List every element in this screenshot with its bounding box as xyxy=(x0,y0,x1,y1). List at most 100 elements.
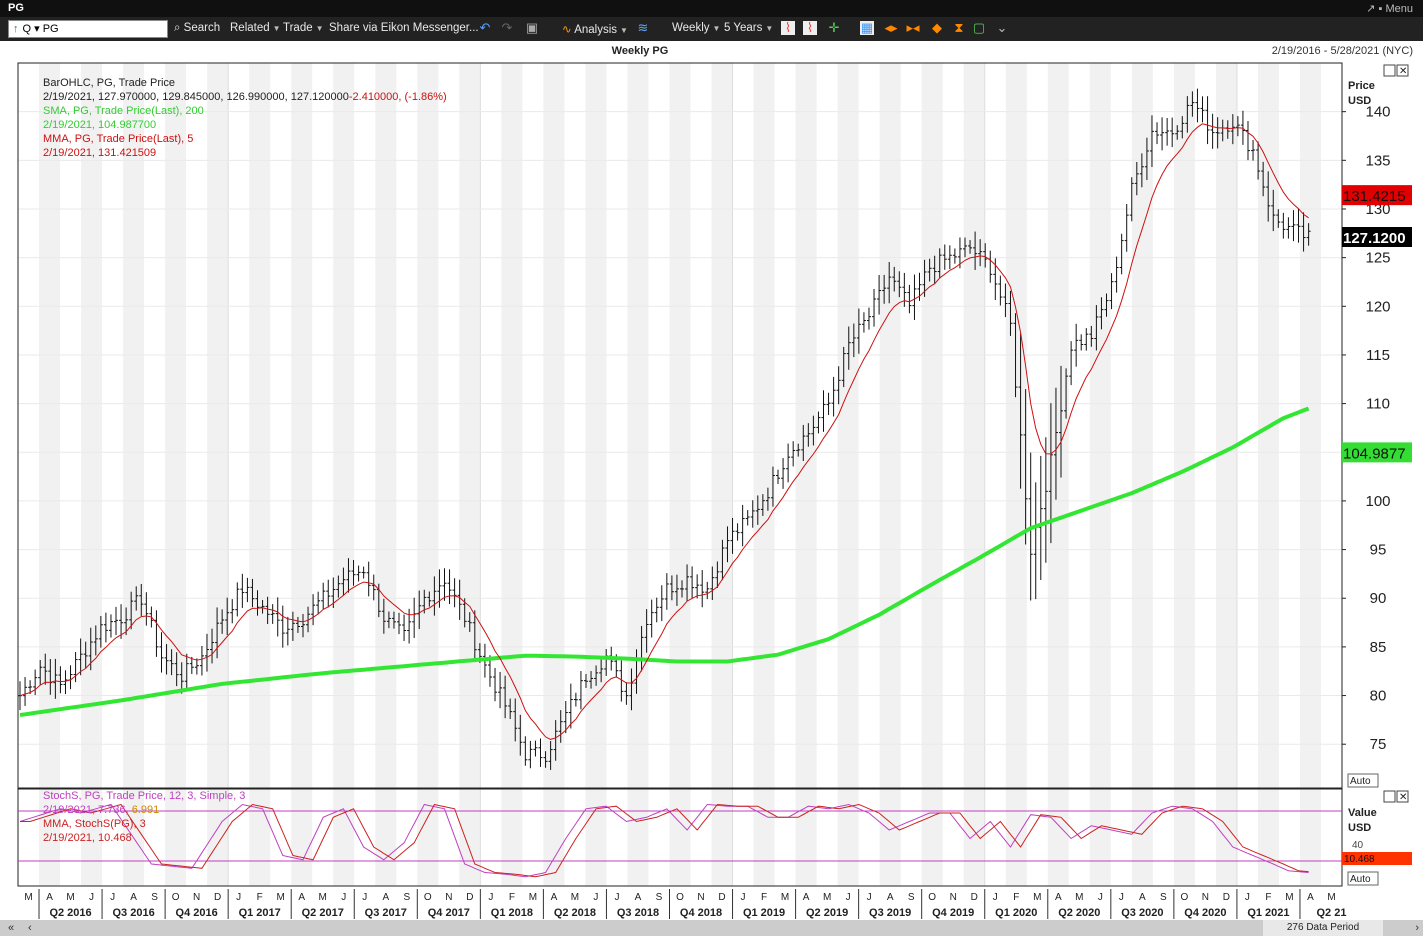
ohlc-bar xyxy=(43,653,48,685)
ohlc-bar xyxy=(705,581,710,600)
scroll-start-icon[interactable]: « xyxy=(8,922,15,934)
ohlc-bar xyxy=(230,599,235,624)
month-label: N xyxy=(445,892,452,903)
ohlc-bar xyxy=(270,604,275,624)
select-icon[interactable]: ▢ xyxy=(972,20,986,35)
quarter-label: Q3 2016 xyxy=(112,907,154,919)
ohlc-bar xyxy=(1104,293,1109,317)
ohlc-bar xyxy=(381,598,386,634)
ohlc-bar xyxy=(356,565,361,582)
ohlc-bar xyxy=(1038,455,1043,581)
auto-label[interactable]: Auto xyxy=(1350,776,1371,787)
related-menu[interactable]: Related ▼ xyxy=(230,22,281,34)
ohlc-bar xyxy=(442,568,447,601)
ohlc-bar xyxy=(452,578,457,608)
legend-mma-value: 2/19/2021, 131.421509 xyxy=(43,147,156,159)
ohlc-bar xyxy=(685,564,690,602)
ohlc-bar xyxy=(493,667,498,702)
ohlc-bar xyxy=(1134,161,1139,196)
ohlc-bar xyxy=(947,245,952,270)
ohlc-bar xyxy=(1261,161,1266,197)
ohlc-bar xyxy=(796,443,801,457)
auto-scale-button[interactable] xyxy=(1347,773,1379,788)
ohlc-bar xyxy=(68,665,73,690)
ohlc-bar xyxy=(659,585,664,622)
fit-icon[interactable]: ▸◂ xyxy=(906,20,920,35)
hourglass-icon[interactable]: ⧗ xyxy=(954,20,964,35)
stoch-legend-1: StochS, PG, Trade Price, 12, 3, Simple, … xyxy=(43,790,245,802)
ohlc-bar xyxy=(260,599,265,614)
ohlc-bar xyxy=(801,424,806,462)
more-icon[interactable]: ⌄ xyxy=(996,20,1008,35)
sma-badge: 104.9877 xyxy=(1343,445,1406,462)
period-select[interactable]: 5 Years ▼ xyxy=(724,22,774,34)
ohlc-bar xyxy=(619,660,624,702)
ohlc-bar xyxy=(1291,210,1296,242)
analysis-menu[interactable]: ∿ Analysis ▼ xyxy=(562,24,628,36)
month-label: S xyxy=(908,892,915,903)
ric-input[interactable]: ↑ Q ▾ PG xyxy=(8,20,168,38)
ohlc-bar xyxy=(816,411,821,434)
month-band xyxy=(963,63,985,886)
ohlc-bar xyxy=(386,611,391,629)
ohlc-bar xyxy=(1059,365,1064,478)
ohlc-bar xyxy=(776,469,781,485)
ohlc-bar xyxy=(644,609,649,653)
ohlc-bar xyxy=(558,710,563,743)
search-button[interactable]: ⌕ Search xyxy=(174,22,221,34)
ohlc-bar xyxy=(836,366,841,405)
undo-icon[interactable]: ↶ xyxy=(479,20,491,35)
print-icon[interactable]: ▣ xyxy=(525,20,539,35)
stoch-k-line xyxy=(19,803,1309,878)
month-band xyxy=(459,63,481,886)
month-label: J xyxy=(488,892,493,903)
ohlc-bar xyxy=(674,574,679,606)
ohlc-bar xyxy=(957,237,962,269)
crosshair-icon[interactable]: ✛ xyxy=(828,20,840,35)
month-label: J xyxy=(1119,892,1124,903)
auto-label-2[interactable]: Auto xyxy=(1350,874,1371,885)
ohlc-bar xyxy=(553,720,558,761)
zoom-icon[interactable]: ◆ xyxy=(932,20,942,35)
month-band xyxy=(1131,63,1153,886)
interval-select[interactable]: Weekly ▼ xyxy=(672,22,721,34)
redo-icon[interactable]: ↷ xyxy=(501,20,513,35)
ohlc-bar xyxy=(806,423,811,447)
scroll-left-icon[interactable]: ◂▸ xyxy=(884,20,898,35)
month-label: D xyxy=(971,892,978,903)
ohlc-bar xyxy=(1215,117,1220,149)
month-band xyxy=(81,63,103,886)
auto-scale-button-2[interactable] xyxy=(1347,871,1379,886)
ohlc-bar xyxy=(846,326,851,370)
compare-chart-icon[interactable]: ⌇ xyxy=(803,21,817,35)
calendar-icon[interactable]: ▦ xyxy=(860,20,874,35)
ohlc-bar xyxy=(755,495,760,525)
wave-icon[interactable]: ≋ xyxy=(637,20,649,35)
month-band xyxy=(1257,63,1279,886)
ohlc-bar xyxy=(1175,125,1180,140)
month-band xyxy=(1005,63,1027,886)
quarter-label: Q4 2020 xyxy=(1184,907,1226,919)
quarter-label: Q2 2018 xyxy=(554,907,596,919)
menu-button[interactable]: ↗ ▪ Menu xyxy=(1366,3,1413,15)
month-band xyxy=(753,63,775,886)
price-axis-label: Price xyxy=(1348,80,1375,92)
month-label: F xyxy=(509,892,515,903)
trade-menu[interactable]: Trade ▼ xyxy=(283,22,324,34)
ohlc-bar xyxy=(1296,208,1301,243)
month-label: A xyxy=(130,892,137,903)
share-button[interactable]: Share via Eikon Messenger... xyxy=(329,22,479,34)
ohlc-bar xyxy=(250,578,255,608)
line-chart-icon[interactable]: ⌇ xyxy=(781,21,795,35)
ohlc-bar xyxy=(73,651,78,683)
scroll-right-icon[interactable]: › xyxy=(1415,922,1419,934)
ohlc-bar xyxy=(1023,389,1028,545)
ohlc-bar xyxy=(791,441,796,467)
panel-buttons[interactable]: ✕ ✕ xyxy=(1383,64,1409,803)
ohlc-bar xyxy=(1306,223,1311,246)
month-band xyxy=(291,63,313,886)
y-tick-label: 130 xyxy=(1365,201,1390,218)
chart-svg[interactable]: 7580859095100105110115120125130135140 MA… xyxy=(0,41,1423,920)
ohlc-bar xyxy=(134,586,139,611)
scroll-left-icon[interactable]: ‹ xyxy=(28,922,32,934)
